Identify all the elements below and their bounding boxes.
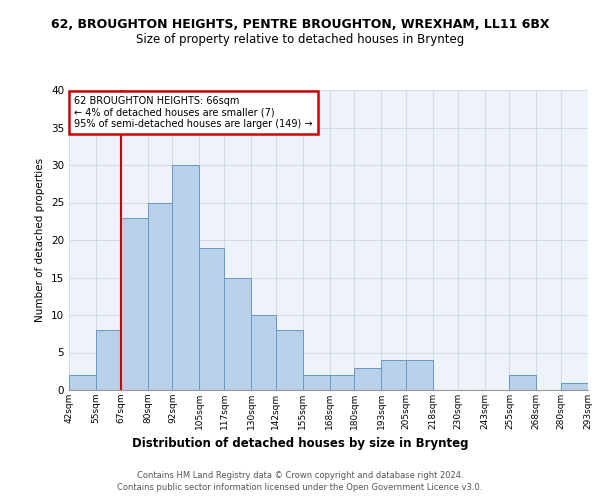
Text: Size of property relative to detached houses in Brynteg: Size of property relative to detached ho… bbox=[136, 32, 464, 46]
Bar bbox=[276, 330, 302, 390]
Bar bbox=[148, 202, 172, 390]
Bar bbox=[302, 375, 329, 390]
Bar bbox=[329, 375, 355, 390]
Bar bbox=[172, 165, 199, 390]
Bar bbox=[199, 248, 224, 390]
Text: 62 BROUGHTON HEIGHTS: 66sqm
← 4% of detached houses are smaller (7)
95% of semi-: 62 BROUGHTON HEIGHTS: 66sqm ← 4% of deta… bbox=[74, 96, 313, 129]
Bar bbox=[561, 382, 588, 390]
Y-axis label: Number of detached properties: Number of detached properties bbox=[35, 158, 46, 322]
Bar bbox=[69, 375, 96, 390]
Bar bbox=[121, 218, 148, 390]
Text: 62, BROUGHTON HEIGHTS, PENTRE BROUGHTON, WREXHAM, LL11 6BX: 62, BROUGHTON HEIGHTS, PENTRE BROUGHTON,… bbox=[51, 18, 549, 30]
Bar bbox=[381, 360, 406, 390]
Bar bbox=[509, 375, 536, 390]
Bar bbox=[224, 278, 251, 390]
Bar bbox=[96, 330, 121, 390]
Bar bbox=[406, 360, 433, 390]
Bar bbox=[355, 368, 381, 390]
Bar bbox=[251, 315, 276, 390]
Text: Contains HM Land Registry data © Crown copyright and database right 2024.
Contai: Contains HM Land Registry data © Crown c… bbox=[118, 471, 482, 492]
Text: Distribution of detached houses by size in Brynteg: Distribution of detached houses by size … bbox=[132, 438, 468, 450]
